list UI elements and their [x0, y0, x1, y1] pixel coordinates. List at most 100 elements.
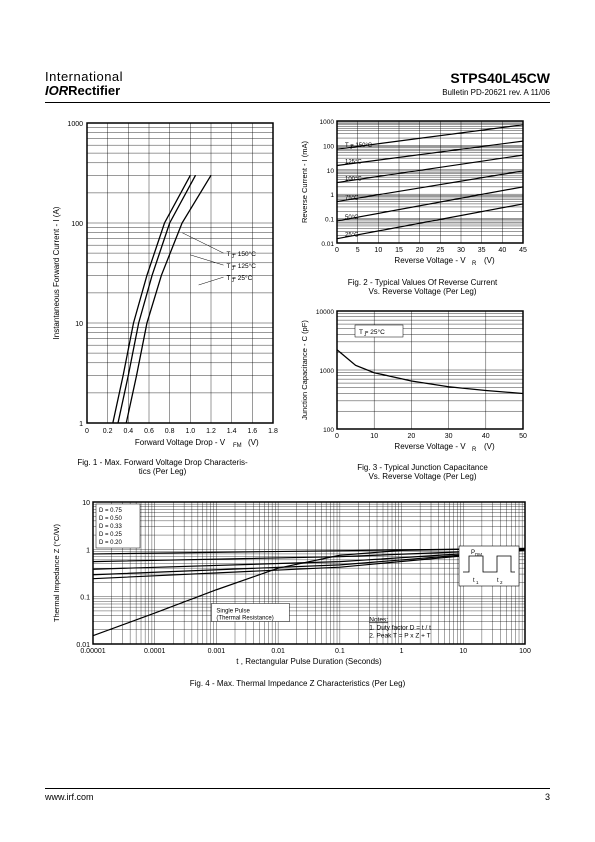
svg-text:Junction Capacitance - C (pF): Junction Capacitance - C (pF) [300, 319, 309, 419]
bulletin: Bulletin PD-20621 rev. A 11/06 [442, 88, 550, 97]
fig4-block: 0.000010.00010.0010.010.11101000.010.111… [45, 496, 550, 689]
svg-text:0: 0 [335, 433, 339, 440]
fig2-block: 0510152025303540450.010.11101001000T = 1… [295, 115, 550, 297]
svg-text:100: 100 [323, 143, 334, 150]
svg-text:0.1: 0.1 [80, 595, 90, 602]
svg-text:D = 0.20: D = 0.20 [99, 540, 123, 546]
svg-text:FM: FM [233, 443, 242, 449]
svg-text:20: 20 [416, 247, 424, 254]
svg-text:45: 45 [519, 247, 527, 254]
svg-text:DM: DM [475, 552, 482, 557]
svg-text:1.8: 1.8 [268, 428, 278, 435]
svg-text:0.01: 0.01 [76, 642, 90, 649]
svg-text:Thermal Impedance Z (°C/: Thermal Impedance Z (°C/W) [52, 523, 61, 622]
part-block: STPS40L45CW Bulletin PD-20621 rev. A 11/… [442, 70, 550, 97]
svg-text:10000: 10000 [316, 309, 334, 316]
svg-text:25°C: 25°C [345, 232, 359, 238]
svg-text:1000: 1000 [320, 119, 335, 126]
svg-text:35: 35 [478, 247, 486, 254]
svg-text:0.1: 0.1 [335, 648, 345, 655]
svg-text:J: J [350, 145, 352, 150]
svg-text:0.1: 0.1 [325, 216, 334, 223]
svg-text:1.0: 1.0 [185, 428, 195, 435]
svg-text:25: 25 [436, 247, 444, 254]
svg-text:5: 5 [356, 247, 360, 254]
fig2-chart: 0510152025303540450.010.11101001000T = 1… [295, 115, 530, 275]
logo-rectifier: Rectifier [68, 83, 120, 98]
svg-text:Reverse Voltage - V: Reverse Voltage - V [394, 256, 466, 265]
svg-text:100: 100 [71, 221, 83, 228]
svg-text:1: 1 [79, 421, 83, 428]
svg-text:10: 10 [370, 433, 378, 440]
logo: International IORRectifier [45, 70, 123, 99]
svg-text:10: 10 [75, 321, 83, 328]
svg-text:Forward Voltage Drop - V: Forward Voltage Drop - V [135, 438, 226, 447]
svg-text:0: 0 [335, 247, 339, 254]
svg-text:1. Duty factor D = t / t: 1. Duty factor D = t / t [369, 624, 431, 631]
fig1-caption: Fig. 1 - Max. Forward Voltage Drop Chara… [45, 458, 280, 477]
svg-text:10: 10 [374, 247, 382, 254]
svg-text:1.2: 1.2 [206, 428, 216, 435]
part-number: STPS40L45CW [442, 70, 550, 86]
svg-text:(V): (V) [484, 256, 495, 265]
svg-text:1: 1 [400, 648, 404, 655]
fig2-caption: Fig. 2 - Typical Values Of Reverse Curre… [295, 278, 550, 297]
svg-text:D = 0.33: D = 0.33 [99, 524, 123, 530]
svg-text:30: 30 [445, 433, 453, 440]
svg-text:40: 40 [482, 433, 490, 440]
svg-text:0.8: 0.8 [165, 428, 175, 435]
svg-text:20: 20 [408, 433, 416, 440]
svg-text:(Thermal Resistance): (Thermal Resistance) [216, 615, 273, 621]
svg-text:1000: 1000 [320, 368, 335, 375]
svg-text:10: 10 [327, 167, 335, 174]
page-header: International IORRectifier STPS40L45CW B… [45, 70, 550, 103]
svg-text:J: J [364, 332, 366, 337]
svg-text:t , Rectangular Pulse Durati: t , Rectangular Pulse Duration (Seconds) [236, 657, 382, 666]
svg-text:100: 100 [519, 648, 531, 655]
svg-text:Reverse Current - I (mA): Reverse Current - I (mA) [300, 140, 309, 223]
footer-page: 3 [545, 792, 550, 802]
svg-text:0.2: 0.2 [103, 428, 113, 435]
svg-text:10: 10 [459, 648, 467, 655]
svg-text:0.01: 0.01 [321, 241, 334, 248]
svg-text:Notes:: Notes: [369, 616, 388, 623]
svg-text:2. Peak T = P x Z +: 2. Peak T = P x Z + T [369, 632, 430, 639]
fig4-caption: Fig. 4 - Max. Thermal Impedance Z Charac… [45, 679, 550, 689]
svg-text:D = 0.75: D = 0.75 [99, 508, 123, 514]
svg-text:1: 1 [330, 192, 334, 199]
svg-text:Single Pulse: Single Pulse [216, 608, 250, 614]
svg-text:Instantaneous Forward Current: Instantaneous Forward Current - I (A) [52, 206, 61, 339]
svg-text:1000: 1000 [67, 121, 83, 128]
svg-text:125°C: 125°C [345, 159, 362, 165]
svg-text:50°C: 50°C [345, 215, 359, 221]
page-footer: www.irf.com 3 [45, 788, 550, 802]
logo-ior: IOR [45, 83, 68, 98]
fig3-chart: 01020304050100100010000T = 25°CJReverse … [295, 305, 530, 460]
logo-bottom: IORRectifier [45, 84, 123, 98]
svg-text:1.4: 1.4 [227, 428, 237, 435]
fig3-caption: Fig. 3 - Typical Junction Capacitance Vs… [295, 463, 550, 482]
svg-text:1.6: 1.6 [247, 428, 257, 435]
svg-text:30: 30 [457, 247, 465, 254]
svg-text:T = 25°C: T = 25°C [359, 328, 385, 336]
svg-text:D = 0.50: D = 0.50 [99, 516, 123, 522]
svg-text:40: 40 [498, 247, 506, 254]
fig1-block: 00.20.40.60.81.01.21.41.61.81101001000T … [45, 115, 280, 482]
svg-text:0: 0 [85, 428, 89, 435]
svg-text:(V): (V) [484, 442, 495, 451]
fig1-chart: 00.20.40.60.81.01.21.41.61.81101001000T … [45, 115, 280, 455]
svg-text:75°C: 75°C [345, 195, 359, 201]
svg-text:0.001: 0.001 [208, 648, 226, 655]
fig4-chart: 0.000010.00010.0010.010.11101000.010.111… [45, 496, 535, 676]
svg-text:15: 15 [395, 247, 403, 254]
svg-text:(V): (V) [248, 438, 259, 447]
svg-text:10: 10 [82, 500, 90, 507]
svg-text:T = 25°C: T = 25°C [227, 274, 253, 282]
svg-text:0.00001: 0.00001 [80, 648, 105, 655]
svg-text:0.01: 0.01 [271, 648, 285, 655]
svg-text:0.0001: 0.0001 [144, 648, 166, 655]
svg-text:100°C: 100°C [345, 176, 362, 182]
svg-text:D = 0.25: D = 0.25 [99, 532, 123, 538]
svg-text:100: 100 [323, 427, 334, 434]
svg-text:50: 50 [519, 433, 527, 440]
